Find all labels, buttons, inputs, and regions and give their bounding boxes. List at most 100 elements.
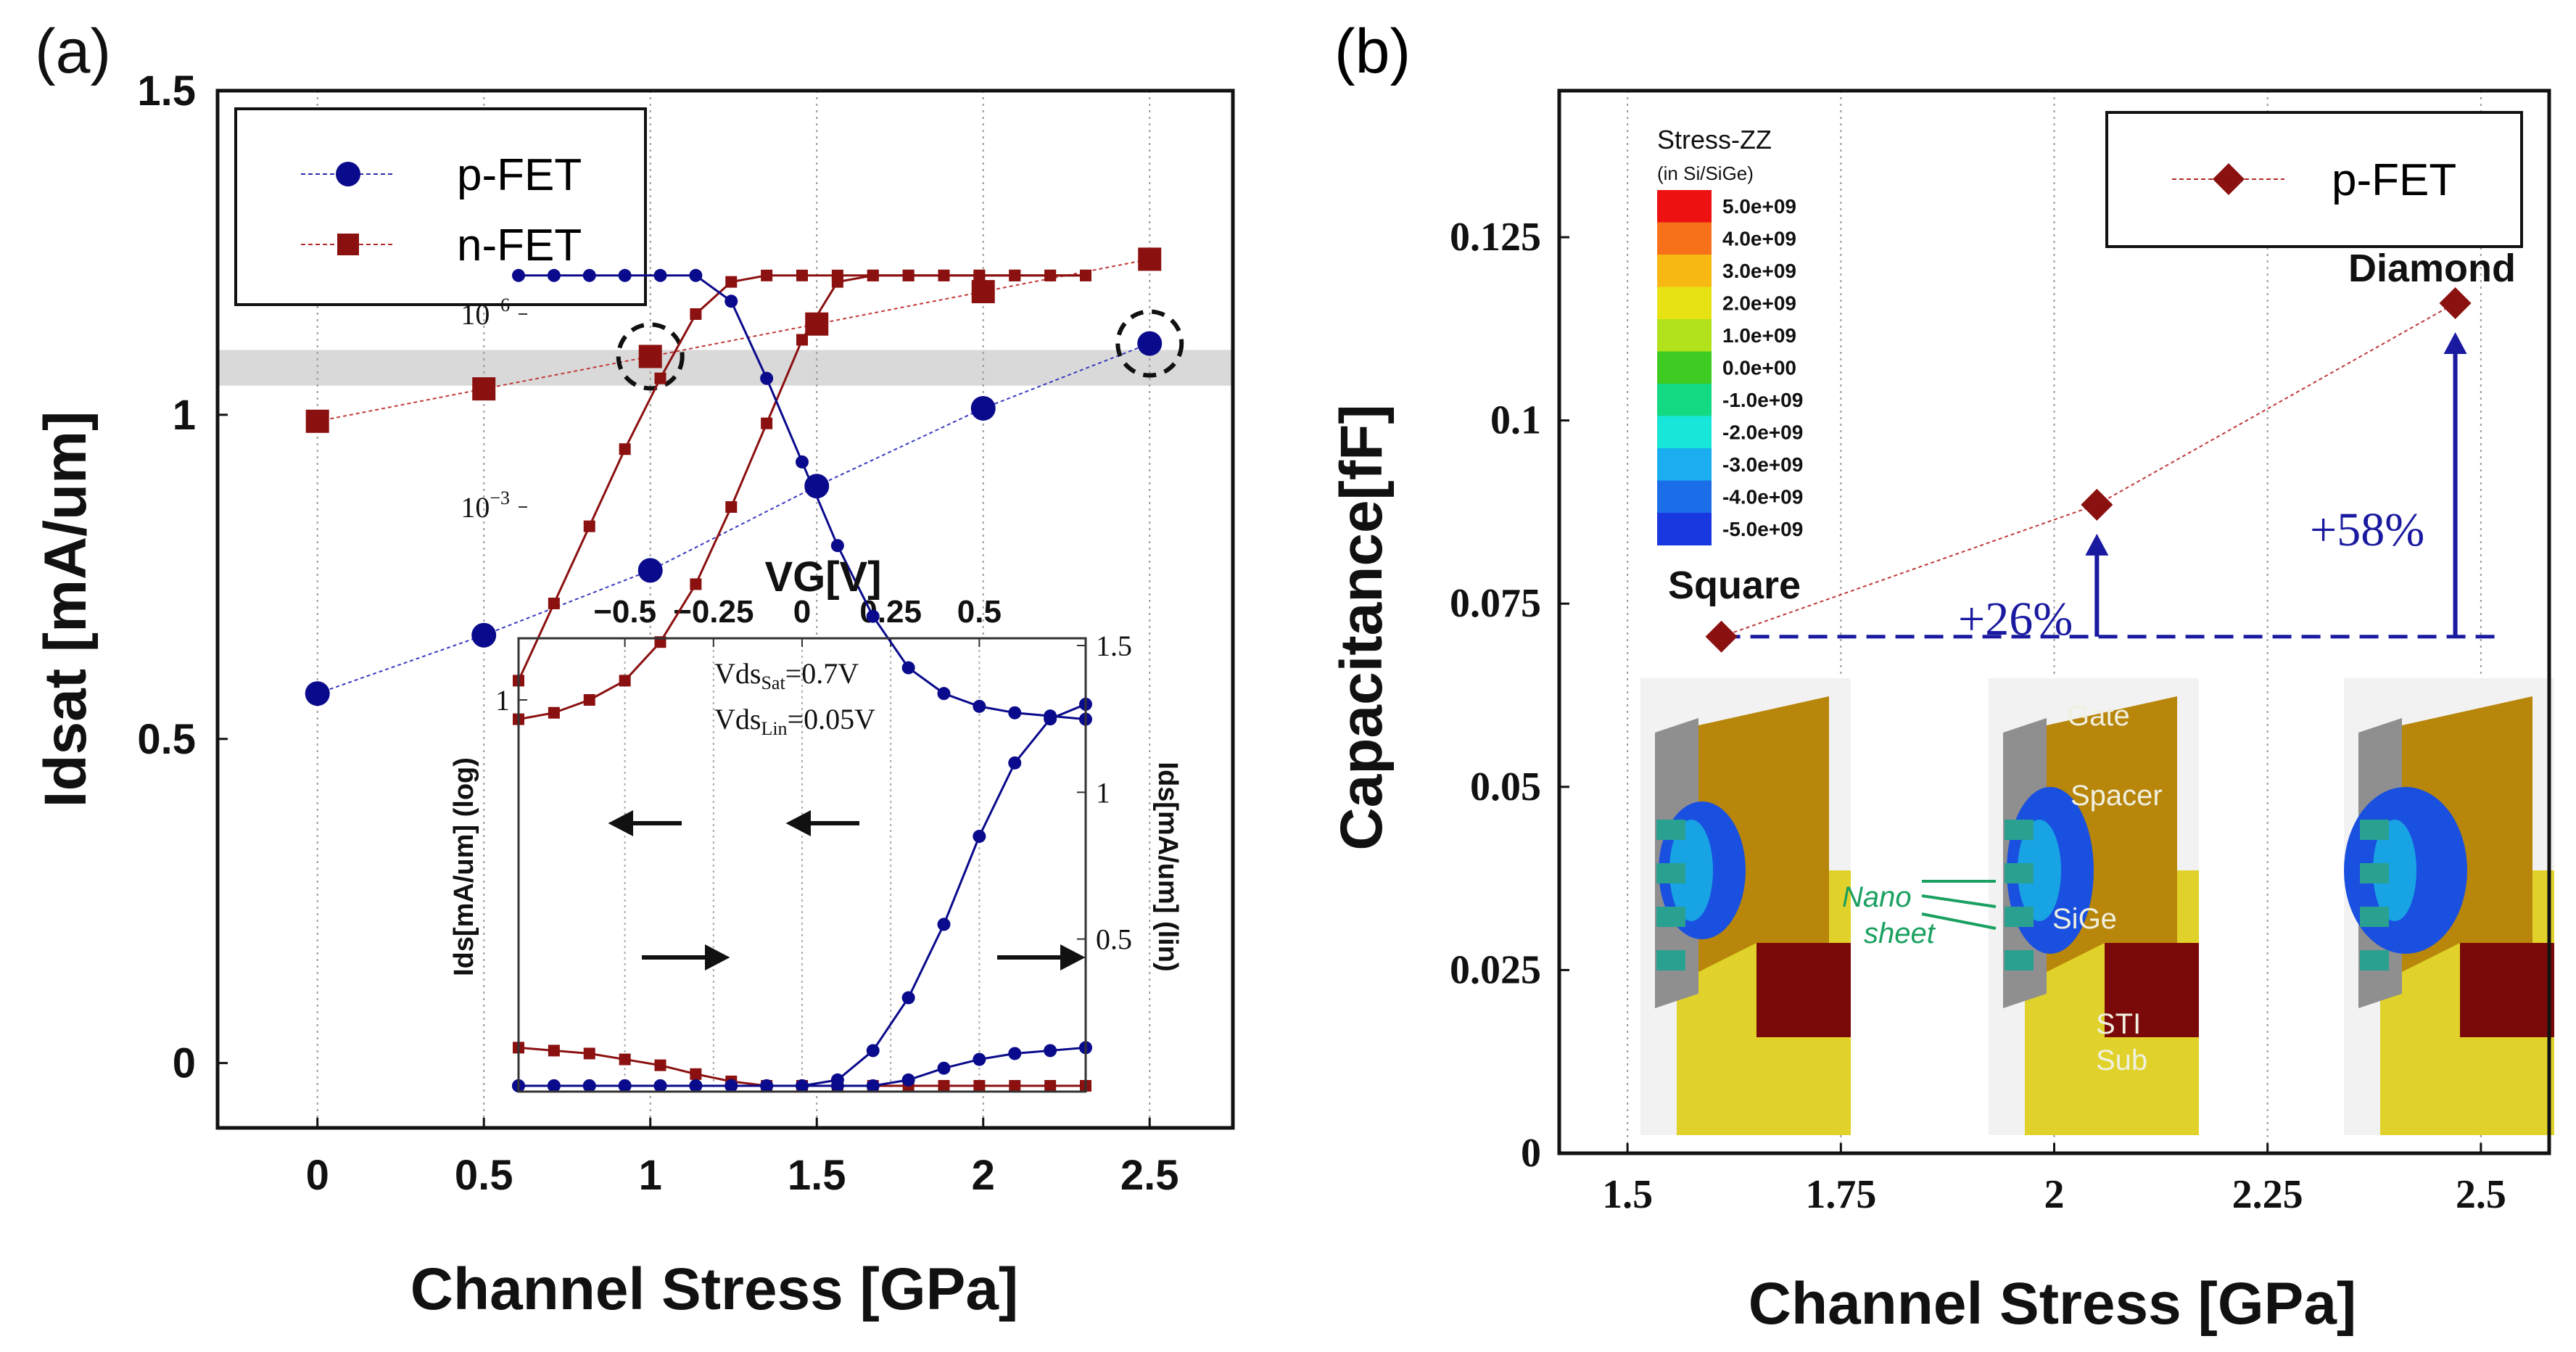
inset-left-tick-label: 10−6 <box>461 294 510 331</box>
inset-marker <box>619 675 631 687</box>
legend: p-FET <box>2105 111 2523 248</box>
inset-marker <box>830 539 844 553</box>
colorbar-label: 2.0e+09 <box>1722 292 1796 315</box>
increase-arrow-head <box>2443 332 2467 354</box>
inset-marker <box>760 371 774 385</box>
data-point-n-fet <box>971 280 995 304</box>
x-axis-title: Channel Stress [GPa] <box>1749 1271 2356 1337</box>
legend-box <box>234 107 647 306</box>
series-lines <box>1721 302 2456 638</box>
inset-marker <box>760 1079 774 1092</box>
inset-marker <box>690 308 702 320</box>
panel-a: (a) 0 0.5 1 1.5 2 2.5 0 0.5 1 1.5 Idsat [mA/um] C… <box>33 17 1235 1322</box>
colorbar-swatch <box>1657 255 1712 287</box>
nanosheet <box>2360 907 2389 927</box>
inset-marker <box>973 699 986 713</box>
inset-marker <box>973 269 986 281</box>
inset-marker <box>973 1080 986 1092</box>
inset-marker <box>690 578 702 590</box>
inset-marker <box>1044 1080 1057 1092</box>
inset-left-axis-title: Ids[mA/um] (log) <box>449 757 479 976</box>
x-axis-title: Channel Stress [GPa] <box>410 1256 1018 1322</box>
inset-marker <box>582 1079 596 1092</box>
inset-marker <box>761 417 773 429</box>
colorbar-swatch <box>1657 287 1712 320</box>
nanosheet <box>2360 820 2389 840</box>
legend-box <box>2105 111 2523 248</box>
inset-tick-exponent: −3 <box>490 487 510 508</box>
y-axis-title: Capacitance[fF] <box>1329 404 1395 850</box>
x-tick-label: 1.5 <box>788 1152 846 1199</box>
legend-marker-nfet <box>337 234 359 255</box>
inset-left-tick-label: 10−3 <box>461 487 510 524</box>
inset-marker <box>866 609 880 623</box>
sti-region <box>2105 943 2199 1037</box>
nanosheet-label: Nano <box>1842 881 1912 913</box>
inset-frame <box>517 637 1087 1093</box>
x-tick-label: 2.25 <box>2232 1172 2303 1217</box>
inset-marker <box>937 918 951 931</box>
structure-label: SiGe <box>2052 903 2117 935</box>
inset-marker <box>654 372 666 384</box>
colorbar-label: 1.0e+09 <box>1722 324 1796 347</box>
y-tick-label: 0 <box>173 1040 196 1087</box>
colorbar-label: 4.0e+09 <box>1722 228 1796 250</box>
x-tick-label: 2.5 <box>2456 1172 2506 1217</box>
inset-marker <box>547 1079 561 1092</box>
inset-marker <box>796 334 808 346</box>
x-tick-label: 2 <box>972 1152 995 1199</box>
device-structure <box>2344 678 2554 1135</box>
inset-marker <box>973 1052 986 1066</box>
inset-x-axis-title: VG[V] <box>764 553 881 601</box>
inset-x-tick-label: −0.5 <box>593 594 656 630</box>
y-tick-label: 0 <box>1521 1131 1541 1176</box>
data-point-pfet <box>2081 488 2113 521</box>
arrow-left-1-head <box>608 810 633 836</box>
sige-core <box>1669 820 1713 921</box>
y-tick-label: 0.05 <box>1470 764 1541 809</box>
x-tick-label: 1.75 <box>1805 1172 1876 1217</box>
annotation-plus-26: +26% <box>1958 593 2073 646</box>
y-tick-label: 0.1 <box>1490 398 1541 443</box>
inset-marker <box>653 1079 667 1092</box>
colorbar-label: -5.0e+09 <box>1722 518 1803 540</box>
highlight-circle <box>1115 309 1184 378</box>
data-point-pfet <box>2439 287 2472 319</box>
colorbar-label: 3.0e+09 <box>1722 260 1796 282</box>
colorbar-swatch <box>1657 480 1712 514</box>
inset-direction-arrows <box>608 810 1086 970</box>
inset-right-tick-label: 1 <box>1096 776 1110 809</box>
colorbar-swatch <box>1657 416 1712 449</box>
colorbar-swatch <box>1657 319 1712 352</box>
inset-marker <box>725 276 738 288</box>
colorbar-label: -4.0e+09 <box>1722 486 1803 508</box>
colorbar-label: -1.0e+09 <box>1722 389 1803 411</box>
inset-marker <box>690 1068 702 1080</box>
inset-marker <box>689 268 703 282</box>
inset-right-tick-label: 0.5 <box>1096 923 1132 956</box>
x-gridlines <box>1627 91 2482 1153</box>
series-markers <box>1705 287 2472 653</box>
series-line-p-fet <box>317 342 1150 695</box>
nanosheet <box>2005 820 2034 840</box>
sti-region <box>2460 943 2554 1037</box>
inset-marker <box>1044 269 1057 281</box>
inset-marker <box>619 1053 631 1065</box>
nanosheet-label: sheet <box>1864 918 1936 949</box>
arrow-right-2-head <box>1060 944 1086 970</box>
series-markers <box>305 247 1163 706</box>
data-point-p-fet <box>1137 331 1163 356</box>
axis-ticks: 0 0.5 1 1.5 2 2.5 0 0.5 1 1.5 <box>137 67 1178 1199</box>
inset-marker <box>582 268 596 282</box>
inset-x-tick-label: 0.5 <box>957 594 1002 630</box>
inset-tick-exponent: −6 <box>490 294 510 316</box>
legend-marker-pfet <box>336 162 360 186</box>
colorbar-label: -3.0e+09 <box>1722 453 1803 476</box>
inset-annotation-sat: VdsSat=0.7V <box>714 657 859 693</box>
x-tick-label: 1.5 <box>1602 1172 1653 1217</box>
baseline-and-arrows <box>1721 332 2498 639</box>
inset-marker <box>1008 706 1022 720</box>
inset-marker <box>618 1079 632 1092</box>
